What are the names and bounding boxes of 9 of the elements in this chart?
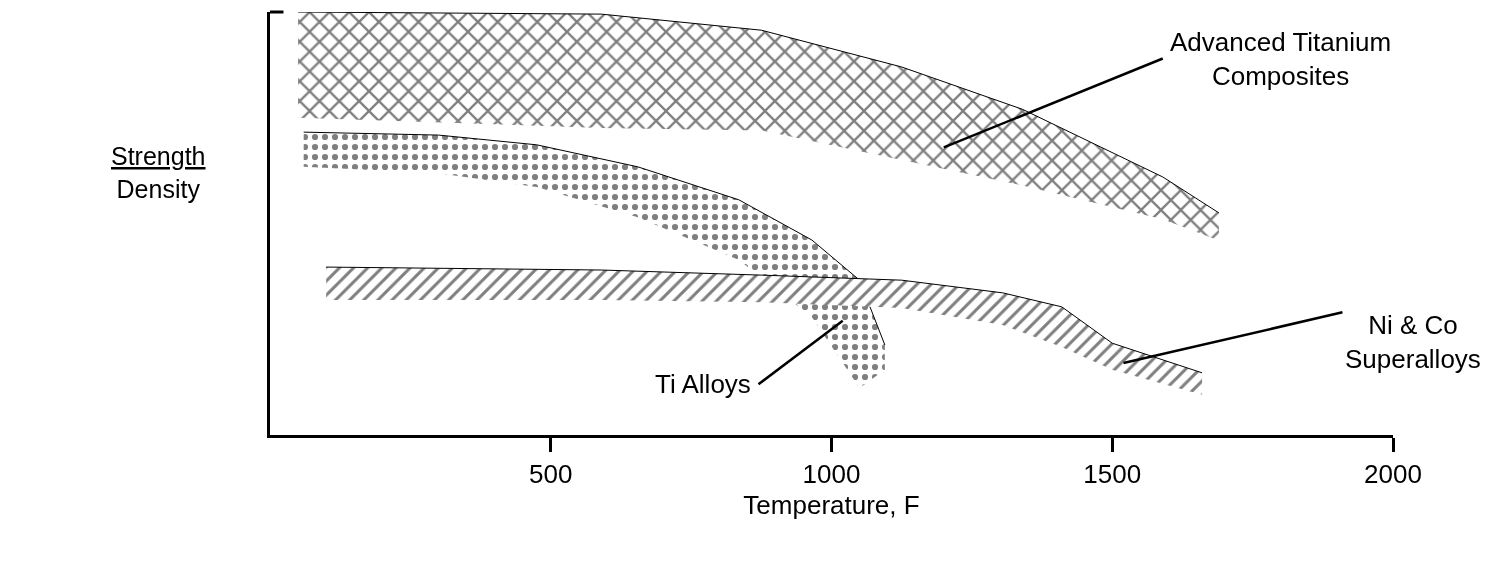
- x-tick-label: 1000: [802, 459, 861, 490]
- y-axis-title: Strength Density: [111, 142, 206, 203]
- x-tick-label: 500: [529, 459, 573, 490]
- annotation: Ni & Co Superalloys: [1345, 310, 1481, 374]
- annotation: Advanced Titanium Composites: [1170, 27, 1392, 91]
- x-axis-title: Temperature, F: [743, 489, 920, 520]
- x-tick-label: 1500: [1083, 459, 1142, 490]
- x-tick-label: 2000: [1364, 459, 1422, 490]
- annotation: Ti Alloys: [655, 369, 751, 399]
